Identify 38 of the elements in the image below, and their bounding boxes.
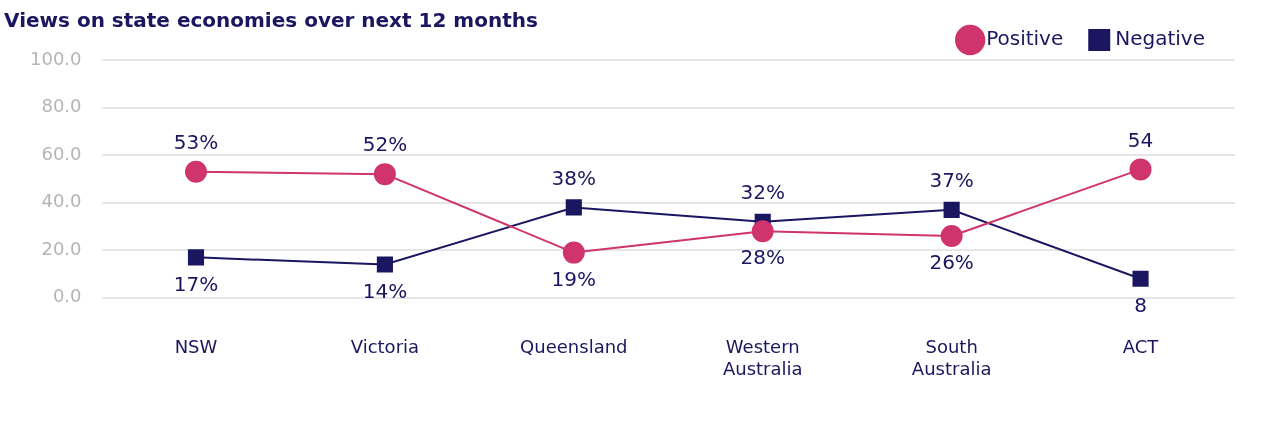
data-label: 17% (173, 271, 219, 296)
y-tick-label: 60.0 (41, 142, 82, 164)
point (751, 220, 774, 243)
point (187, 249, 205, 266)
data-label: 38% (551, 165, 597, 190)
x-tick-label: Queensland (520, 336, 628, 358)
data-label: 54 (1127, 127, 1154, 152)
data-label: 28% (740, 245, 785, 270)
x-tick-label: NSW (174, 336, 218, 358)
y-tick-label: 100.0 (30, 47, 82, 69)
legend-label: Positive (986, 26, 1064, 51)
point (184, 160, 207, 183)
y-tick-label: 0.0 (52, 285, 82, 307)
x-tick-label: ACT (1122, 336, 1160, 358)
data-label: 32% (740, 179, 785, 204)
point (376, 256, 393, 273)
x-tick-label: Victoria (350, 336, 420, 358)
point (943, 201, 960, 218)
data-label: 19% (551, 266, 597, 291)
y-tick-label: 80.0 (41, 95, 82, 117)
data-label: 8 (1134, 292, 1147, 317)
data-label: 14% (362, 278, 408, 303)
data-label: 52% (362, 132, 408, 157)
data-label: 26% (929, 250, 974, 275)
y-tick-label: 40.0 (41, 190, 82, 212)
x-tick-label: South Australia (911, 336, 992, 379)
point (940, 224, 963, 247)
chart-title: Views on state economies over next 12 months (4, 8, 538, 32)
point (562, 241, 585, 264)
x-tick-label: Western Australia (722, 336, 803, 379)
point (1132, 270, 1149, 287)
data-label: 37% (929, 168, 974, 193)
point (565, 199, 582, 216)
point (373, 163, 396, 186)
data-label: 53% (173, 129, 219, 154)
legend-label: Negative (1115, 26, 1206, 51)
point (1129, 158, 1152, 181)
y-tick-label: 20.0 (41, 237, 82, 259)
